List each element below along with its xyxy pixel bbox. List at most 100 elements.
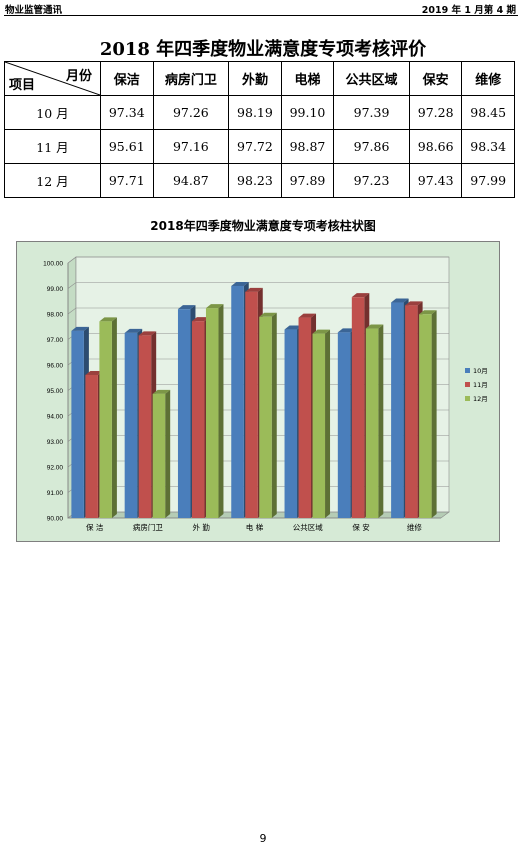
bar-side <box>378 324 384 518</box>
legend-label: 12月 <box>473 395 488 403</box>
x-tick-label: 外 勤 <box>193 522 211 532</box>
bar <box>259 312 277 518</box>
bar-top <box>259 312 277 317</box>
bar-front <box>337 332 351 518</box>
y-tick-label: 97.00 <box>47 337 64 344</box>
bar <box>312 329 331 518</box>
column-header: 公共区域 <box>333 61 410 96</box>
legend-swatch <box>465 396 470 401</box>
table-cell: 97.99 <box>461 163 515 198</box>
gridline <box>67 307 449 315</box>
bar-top <box>419 310 437 315</box>
bar-top <box>298 313 317 318</box>
bar-front <box>391 302 404 518</box>
corner-month-label: 月份 <box>65 69 92 84</box>
bar-side <box>431 310 437 518</box>
y-tick-label: 90.00 <box>47 516 64 523</box>
bar-front <box>177 309 191 518</box>
bar-front <box>245 291 258 518</box>
bar-top <box>391 298 409 303</box>
issue-info: 2019 年 1 月第 4 期 <box>421 5 516 16</box>
corner-item-label: 项目 <box>9 78 36 93</box>
chart-svg: 90.00 91.00 92.00 93.00 94.00 95.00 96.00 97.00… <box>16 241 500 542</box>
bar-front <box>152 393 166 518</box>
document-title: 2018 年四季度物业满意度专项考核评价 <box>99 39 427 60</box>
bar-top <box>245 287 263 292</box>
table-cell: 95.61 <box>100 129 154 164</box>
bar-chart: 90.00 91.00 92.00 93.00 94.00 95.00 96.00 97.00… <box>16 241 500 542</box>
bar-side <box>218 304 224 518</box>
x-tick-label: 电 梯 <box>246 522 264 532</box>
chart-title: 2018年四季度物业满意度专项考核柱状图 <box>150 219 376 233</box>
column-header: 保洁 <box>100 61 154 96</box>
bar-top <box>284 325 303 330</box>
publication-name: 物业监管通讯 <box>5 5 63 16</box>
x-tick-label: 维修 <box>407 522 422 532</box>
bar-side <box>271 312 277 518</box>
bar-side <box>165 389 171 518</box>
bar-top <box>71 326 89 331</box>
table-row: 10 月 97.34 97.26 98.19 99.10 97.39 97.28 98.45 <box>4 95 515 130</box>
y-tick-label: 93.00 <box>47 439 64 446</box>
legend-swatch <box>465 382 470 387</box>
bar-top <box>365 324 384 329</box>
bar-top <box>177 305 196 310</box>
bar-top <box>405 301 423 306</box>
y-tick-label: 94.00 <box>47 414 64 421</box>
table-cell: 98.45 <box>461 95 515 130</box>
bar <box>152 389 171 518</box>
row-label: 10 月 <box>4 95 101 130</box>
bar-front <box>365 328 379 518</box>
table-cell: 97.72 <box>228 129 282 164</box>
bar-side <box>325 329 331 518</box>
y-tick-label: 98.00 <box>47 312 64 319</box>
x-tick-label: 病房门卫 <box>133 522 163 532</box>
bar-front <box>124 332 138 518</box>
bar-top <box>124 328 143 333</box>
bar-top <box>231 281 249 286</box>
y-tick-label: 99.00 <box>47 286 64 293</box>
bar-top <box>99 317 117 322</box>
table-cell: 97.86 <box>333 129 410 164</box>
legend-label: 11月 <box>473 381 488 389</box>
column-header: 病房门卫 <box>152 61 230 96</box>
table-cell: 99.10 <box>280 95 335 130</box>
bar-front <box>231 285 244 518</box>
page-number: 9 <box>259 832 267 845</box>
table-row: 12 月 97.71 94.87 98.23 97.89 97.23 97.43 97.99 <box>4 163 515 198</box>
y-tick-label: 96.00 <box>47 363 64 370</box>
table-cell: 97.28 <box>408 95 463 130</box>
bar-front <box>138 335 152 518</box>
y-tick-label: 91.00 <box>47 490 64 497</box>
table-cell: 98.66 <box>408 129 463 164</box>
table-cell: 94.87 <box>152 163 230 198</box>
bar-top <box>312 329 331 334</box>
bar-front <box>99 321 112 518</box>
table-cell: 97.43 <box>408 163 463 198</box>
bar <box>99 317 117 518</box>
bar <box>205 304 224 518</box>
header-rule <box>4 15 518 16</box>
column-header: 保安 <box>408 61 463 96</box>
legend-label: 10月 <box>473 367 488 375</box>
bar-top <box>152 389 171 394</box>
table-cell: 97.71 <box>100 163 154 198</box>
bar-front <box>298 317 312 518</box>
table-cell: 98.87 <box>280 129 335 164</box>
bar-front <box>312 333 326 518</box>
y-tick-label: 100.00 <box>43 261 63 268</box>
y-tick-label: 92.00 <box>47 465 64 472</box>
bar-top <box>337 328 356 333</box>
row-label: 12 月 <box>4 163 101 198</box>
table-corner-cell: 月份 项目 <box>4 61 101 96</box>
table-cell: 98.23 <box>228 163 282 198</box>
table-cell: 97.23 <box>333 163 410 198</box>
x-tick-label: 保 安 <box>352 522 370 532</box>
table-cell: 97.39 <box>333 95 410 130</box>
table-row: 11 月 95.61 97.16 97.72 98.87 97.86 98.66 98.34 <box>4 129 515 164</box>
bar-side <box>111 317 117 518</box>
table-cell: 98.19 <box>228 95 282 130</box>
table-body: 10 月 97.34 97.26 98.19 99.10 97.39 97.28 98.45 1… <box>4 95 515 198</box>
bar-front <box>205 308 219 518</box>
bar-top <box>85 370 103 375</box>
